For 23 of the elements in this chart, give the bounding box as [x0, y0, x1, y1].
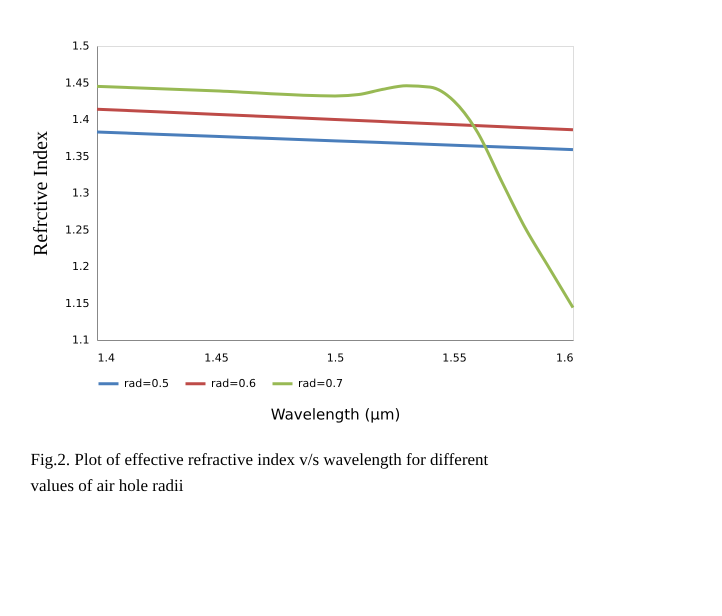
y-tick-label: 1.25 — [65, 223, 90, 236]
y-tick-label: 1.2 — [72, 260, 90, 273]
line-series — [96, 108, 574, 132]
x-tick-label: 1.5 — [326, 352, 344, 364]
y-tick-label: 1.4 — [72, 113, 90, 126]
legend-label: rad=0.6 — [211, 376, 256, 390]
legend-label: rad=0.7 — [298, 376, 343, 390]
y-tick-label: 1.15 — [65, 296, 90, 310]
x-tick-label: 1.6 — [556, 352, 574, 364]
y-tick-label: 1.5 — [72, 40, 90, 52]
caption: Fig.2. Plot of effective refractive index v/s wavelength for different values of air hole radii — [30, 450, 489, 495]
x-tick-label: 1.55 — [442, 352, 467, 364]
y-tick-label: 1.3 — [72, 186, 90, 200]
line-series — [96, 130, 574, 152]
legend-label: rad=0.5 — [124, 376, 169, 390]
x-tick-label: 1.45 — [204, 352, 229, 364]
line-series — [96, 84, 574, 310]
y-tick-label: 1.1 — [72, 334, 90, 346]
x-axis-title: Wavelength (µm) — [270, 406, 400, 424]
y-axis-title: Refrctive Index — [30, 131, 52, 256]
x-tick-label: 1.4 — [98, 352, 115, 364]
y-tick-label: 1.45 — [65, 76, 90, 90]
y-tick-label: 1.35 — [65, 150, 90, 163]
